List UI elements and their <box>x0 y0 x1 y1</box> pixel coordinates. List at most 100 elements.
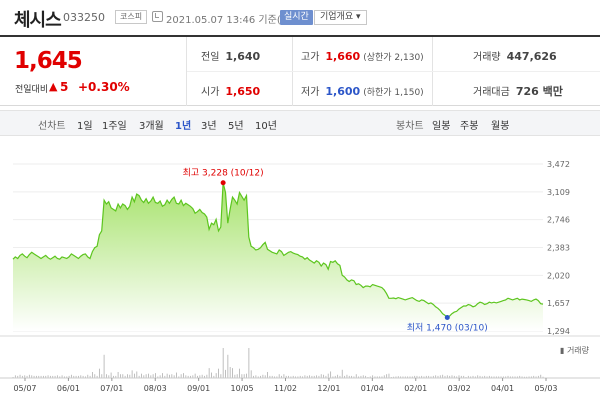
volume-bar <box>227 354 229 378</box>
volume-bar <box>17 375 19 378</box>
volume-bar <box>514 376 516 378</box>
volume-bar <box>437 375 439 378</box>
volume-bar <box>28 374 30 378</box>
volume-bar <box>82 375 84 378</box>
volume-bar <box>183 373 184 378</box>
volume-bar <box>152 374 154 378</box>
trade-value-value: 726 백만 <box>515 85 563 98</box>
y-tick-label: 3,472 <box>547 160 570 169</box>
volume-bar <box>320 374 322 378</box>
volume-bar <box>283 374 285 378</box>
tab-weekly[interactable]: 주봉 <box>460 121 479 132</box>
tab-1y[interactable]: 1년 <box>175 121 192 132</box>
volume-bar <box>218 368 219 378</box>
volume-bar <box>178 376 180 378</box>
volume-bar <box>136 371 138 378</box>
volume-bar <box>94 374 96 378</box>
price-summary: 1,645 전일대비 ▲ 5 +0.30% 전일 1,640 고가 1,660 (상한… <box>0 35 600 106</box>
volume-bar <box>255 375 257 378</box>
volume-bar <box>253 375 254 378</box>
tab-monthly[interactable]: 월봉 <box>491 121 510 132</box>
volume-bar <box>236 374 238 378</box>
volume-bar <box>26 375 28 378</box>
prev-close-label: 전일 <box>201 52 220 63</box>
volume-bar <box>332 376 334 378</box>
stock-code: 033250 <box>63 11 105 24</box>
volume-bar <box>285 375 287 378</box>
high-label: 고가 <box>301 52 320 63</box>
tab-1w[interactable]: 1주일 <box>102 121 127 132</box>
volume-bar <box>444 375 446 378</box>
volume-bar <box>435 375 437 378</box>
volume-bar <box>166 373 168 378</box>
tab-5y[interactable]: 5년 <box>228 121 244 132</box>
trade-value: 거래대금 726 백만 <box>473 83 563 99</box>
volume-bar <box>495 376 497 378</box>
volume-bar <box>397 376 399 378</box>
volume-bar <box>395 376 397 378</box>
volume-bar <box>493 376 495 378</box>
tab-10y[interactable]: 10년 <box>255 121 277 132</box>
volume-bar <box>187 375 189 378</box>
volume-bar <box>257 376 259 378</box>
realtime-button[interactable]: 실시간 <box>280 10 313 25</box>
volume-bar <box>325 375 327 378</box>
volume-bar <box>201 374 203 378</box>
volume-bar <box>21 375 23 378</box>
volume-bar <box>400 376 402 378</box>
volume-bar <box>327 373 329 378</box>
volume-bar <box>334 375 336 378</box>
volume-bar <box>141 373 142 378</box>
volume-bar <box>521 376 523 378</box>
volume-bar <box>45 375 47 378</box>
x-tick-label: 05/07 <box>13 384 36 393</box>
tab-daily[interactable]: 일봉 <box>432 121 451 132</box>
volume-bar <box>260 375 261 378</box>
volume-bar <box>346 374 348 378</box>
price-line <box>12 182 544 319</box>
candle-chart-label: 봉차트 <box>396 121 424 132</box>
volume-bar <box>134 373 135 378</box>
current-price-box: 1,645 전일대비 ▲ 5 +0.30% <box>0 37 187 106</box>
chart-tabs: 선차트 1일 1주일 3개월 1년 3년 5년 10년 봉차트 일봉 주봉 월봉 <box>0 110 600 136</box>
tab-3m[interactable]: 3개월 <box>139 121 164 132</box>
volume-bar <box>386 374 388 378</box>
x-tick-label: 05/03 <box>534 384 557 393</box>
volume-bar <box>110 372 112 378</box>
volume-bar <box>498 376 500 378</box>
volume-bar <box>316 375 318 378</box>
volume-bar <box>460 375 462 378</box>
volume-bar <box>56 375 58 378</box>
volume-bar <box>243 374 245 378</box>
tab-3y[interactable]: 3년 <box>201 121 217 132</box>
volume-bar <box>124 375 126 378</box>
volume-bar <box>500 376 502 378</box>
volume-bar <box>540 374 542 378</box>
company-info-button[interactable]: 기업개요 ▾ <box>314 10 367 25</box>
divider <box>187 71 600 72</box>
low-price: 저가 1,600 (하한가 1,150) <box>301 83 424 98</box>
high-value: 1,660 <box>325 50 361 63</box>
volume-bar <box>185 375 187 378</box>
volume-bar <box>49 375 51 378</box>
volume-bar <box>211 372 212 378</box>
volume-bar <box>42 375 44 378</box>
volume-bar <box>512 376 514 378</box>
volume-bar <box>101 374 103 378</box>
up-triangle-icon: ▲ <box>49 80 58 93</box>
volume-label: 거래량 <box>473 52 501 63</box>
volume-bar <box>129 374 131 378</box>
volume-bar <box>456 376 458 378</box>
volume-bar <box>66 376 68 378</box>
volume-bar <box>117 372 119 378</box>
volume-bar <box>138 375 140 378</box>
volume-bar <box>430 376 432 378</box>
volume-bar <box>535 376 537 378</box>
x-tick-label: 03/02 <box>448 384 471 393</box>
tab-1d[interactable]: 1일 <box>77 121 93 132</box>
volume-bar <box>491 376 493 378</box>
volume-bar <box>197 375 198 378</box>
volume-bar <box>309 375 311 378</box>
volume-bar <box>159 375 161 378</box>
volume-bar <box>463 375 465 378</box>
